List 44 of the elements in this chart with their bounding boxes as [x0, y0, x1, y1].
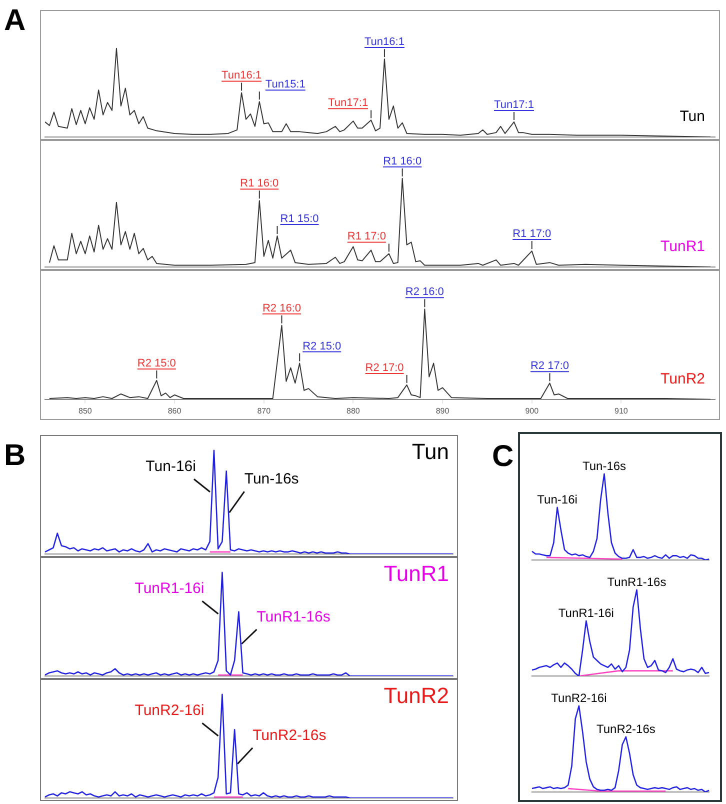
x-tick-label: 850: [78, 406, 92, 416]
series-label: TunR2: [660, 370, 705, 388]
annotation: Tun17:1: [328, 97, 368, 110]
text: Tun-16s: [582, 458, 626, 473]
x-tick-label: 880: [346, 406, 360, 416]
annotation: TunR1-16i: [134, 580, 204, 598]
series-label: Tun: [680, 108, 705, 125]
annotation: Tun17:1: [494, 98, 534, 111]
annotation: R2 15:0: [302, 340, 342, 352]
annotation: TunR1-16s: [256, 608, 330, 626]
annotation: Tun-16s: [244, 470, 299, 488]
chart-title: C: [492, 440, 514, 473]
annotation: R1 16:0: [383, 155, 422, 168]
annotation: R2 17:0: [530, 360, 569, 372]
text: TunR1-16s: [607, 574, 666, 589]
annotation: TunR2-16s: [596, 722, 656, 736]
annotation: TunR2-16s: [252, 726, 326, 744]
series-label: TunR1: [660, 238, 705, 255]
annotation: Tun-16i: [537, 492, 578, 506]
annotation: R1 17:0: [512, 228, 552, 240]
annotation: TunR1-16i: [558, 606, 614, 620]
text: TunR1: [384, 561, 449, 586]
x-tick-label: 890: [436, 406, 450, 416]
text: Tun: [412, 439, 449, 464]
x-tick-label: 860: [168, 406, 182, 416]
x-tick-label: 900: [525, 406, 540, 416]
annotation: TunR2-16i: [134, 702, 204, 720]
annotation: R1 15:0: [280, 213, 319, 225]
annotation: R1 17:0: [347, 230, 386, 243]
text: TunR2-16i: [551, 690, 607, 705]
annotation: Tun15:1: [265, 78, 306, 91]
annotation: Tun-16i: [146, 458, 196, 476]
annotation: R2 16:0: [262, 302, 301, 314]
annotation: R2 16:0: [405, 286, 444, 298]
annotation: R1 16:0: [240, 178, 279, 190]
chart-title: A: [4, 4, 26, 37]
x-tick-label: 910: [614, 406, 628, 416]
text: TunR2: [384, 683, 449, 708]
annotation: R2 15:0: [137, 357, 176, 370]
annotation: Tun16:1: [364, 36, 404, 48]
chart-title: B: [4, 439, 26, 472]
annotation: Tun16:1: [222, 70, 262, 82]
annotation: R2 17:0: [365, 362, 404, 374]
x-tick-label: 870: [257, 406, 272, 416]
